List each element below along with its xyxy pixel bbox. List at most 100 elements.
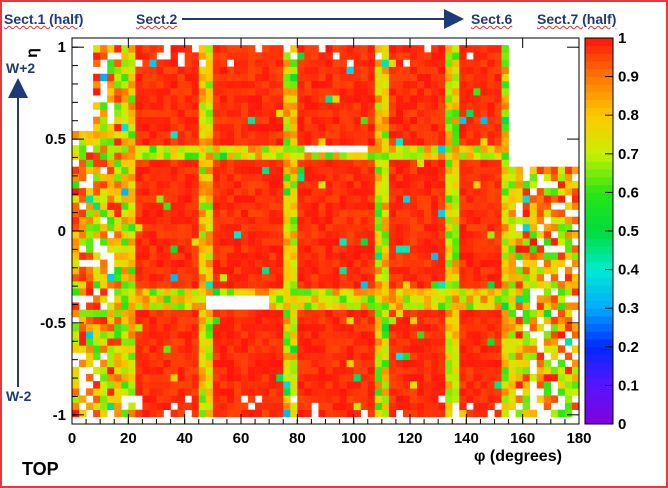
heatmap-cell [515,188,523,196]
heatmap-cell [121,216,129,225]
heatmap-cell [184,102,193,110]
colorbar-segment [585,369,613,379]
heatmap-cell [388,138,397,146]
heatmap-cell [135,409,143,418]
heatmap-cell [93,130,101,139]
heatmap-cell [318,123,326,132]
heatmap-cell [494,123,502,132]
heatmap-cell [318,402,326,411]
heatmap-cell [276,209,284,218]
heatmap-cell [501,259,509,268]
heatmap-cell [114,45,122,53]
x-tick-label: 120 [397,430,422,447]
heatmap-cell [156,73,164,82]
heatmap-cell [325,309,333,318]
heatmap-cell [480,231,488,239]
heatmap-cell [325,173,333,182]
heatmap-cell [445,295,453,303]
heatmap-cell [311,102,319,110]
heatmap-cell [515,366,523,375]
heatmap-cell [248,73,256,82]
heatmap-cell [395,216,404,225]
heatmap-cell [452,373,460,382]
heatmap-cell [184,88,193,96]
heatmap-cell [107,80,115,89]
heatmap-cell [487,202,495,210]
heatmap-cell [290,123,298,132]
heatmap-cell [388,373,397,382]
heatmap-cell [269,252,277,260]
heatmap-cell [184,73,193,82]
heatmap-cell [508,302,516,310]
heatmap-cell [219,216,228,225]
heatmap-cell [431,373,439,382]
heatmap-cell [156,116,164,125]
heatmap-cell [501,45,509,53]
heatmap-cell [170,138,178,146]
heatmap-cell [325,159,333,167]
heatmap-cell [438,388,446,396]
heatmap-cell [367,95,376,103]
heatmap-cell [290,238,298,246]
heatmap-cell [395,252,404,260]
heatmap-cell [353,202,362,210]
heatmap-cell [473,316,481,325]
heatmap-cell [311,52,319,60]
heatmap-cell [177,295,185,303]
heatmap-cell [410,45,418,53]
heatmap-cell [177,245,185,253]
heatmap-cell [480,145,488,153]
heatmap-cell [156,66,164,75]
colorbar-segment [585,153,613,162]
heatmap-cell [515,352,523,360]
heatmap-cell [107,238,115,246]
heatmap-cell [543,259,552,268]
heatmap-cell [121,73,129,82]
heatmap-cell [184,145,193,153]
heatmap-cell [529,352,538,360]
heatmap-cell [374,88,383,96]
heatmap-cell [571,302,580,310]
heatmap-cell [135,338,143,346]
heatmap-cell [480,59,488,67]
heatmap-cell [269,95,277,103]
heatmap-cell [325,166,333,175]
heatmap-cell [417,373,425,382]
heatmap-cell [431,138,439,146]
heatmap-cell [452,52,460,60]
heatmap-cell [410,316,418,325]
heatmap-cell [410,281,418,289]
heatmap-cell [445,323,453,332]
heatmap-cell [395,73,404,82]
heatmap-cell [212,66,221,75]
heatmap-cell [466,159,474,167]
heatmap-cell [255,145,263,153]
heatmap-cell [395,173,404,182]
heatmap-cell [156,352,164,360]
heatmap-cell [255,123,263,132]
heatmap-cell [501,359,509,368]
heatmap-cell [557,180,566,189]
heatmap-cell [325,388,333,396]
heatmap-cell [142,95,150,103]
heatmap-cell [466,173,474,182]
heatmap-cell [149,245,157,253]
heatmap-cell [374,223,383,232]
heatmap-cell [501,338,509,346]
heatmap-cell [198,331,207,339]
heatmap-cell [459,73,467,82]
heatmap-cell [346,288,354,296]
heatmap-cell [353,209,362,218]
heatmap-cell [226,381,235,389]
heatmap-cell [452,109,460,117]
heatmap-cell [269,316,277,325]
heatmap-cell [248,266,256,275]
heatmap-cell [445,216,453,225]
heatmap-cell [276,216,284,225]
heatmap-cell [163,381,171,389]
heatmap-cell [325,395,333,403]
heatmap-cell [135,116,143,125]
heatmap-cell [212,180,221,189]
heatmap-cell [487,395,495,403]
heatmap-cell [219,238,228,246]
